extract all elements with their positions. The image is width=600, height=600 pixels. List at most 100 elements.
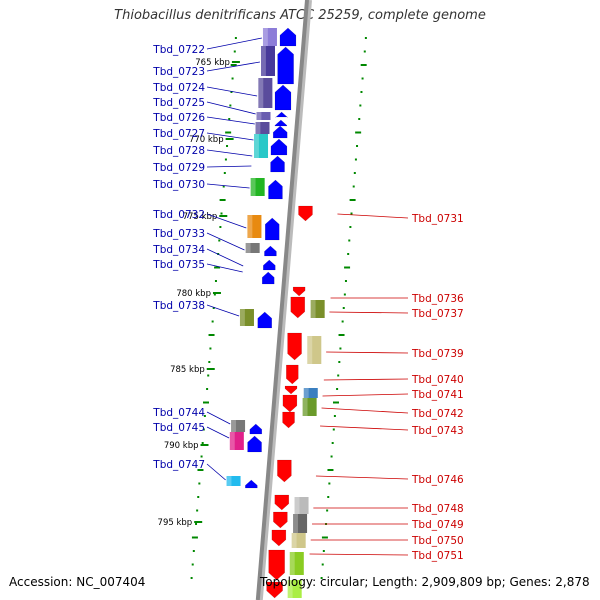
forward-gene-arrow [263,259,276,271]
reverse-label-leader [315,475,409,480]
reverse-gene-block-shade [294,497,300,514]
forward-label-leader [206,411,231,425]
forward-gene-arrow [277,46,294,85]
forward-gene-block-shade [231,420,236,432]
scale-label: 770 kbp [189,135,224,145]
reverse-gene-label[interactable]: Tbd_0749 [411,519,464,531]
forward-gene-block [255,122,270,134]
forward-gene-block-shade [262,28,268,46]
scale-label: 790 kbp [164,441,199,451]
forward-gene-label[interactable]: Tbd_0735 [152,259,205,271]
forward-label-leader [206,61,260,72]
reverse-gene-block [302,398,317,416]
forward-label-leader [206,213,247,229]
forward-gene-label[interactable]: Tbd_0729 [152,162,205,174]
forward-label-leader [206,37,262,50]
reverse-gene-block [310,300,325,318]
reverse-gene-block [307,336,322,364]
forward-label-leader [206,86,258,97]
scale-label: 780 kbp [176,289,211,299]
forward-gene-block [250,178,265,196]
reverse-gene-block-shade [302,398,308,416]
forward-gene-block [262,28,277,46]
forward-gene-label[interactable]: Tbd_0726 [152,112,205,124]
forward-label-leader [206,116,255,125]
reverse-gene-label[interactable]: Tbd_0736 [411,293,464,305]
forward-gene-block-shade [239,309,245,326]
reverse-gene-block [291,533,306,548]
reverse-gene-label[interactable]: Tbd_0748 [411,503,464,515]
reverse-label-leader [321,407,409,414]
reverse-gene-label[interactable]: Tbd_0739 [411,348,464,360]
forward-gene-label[interactable]: Tbd_0745 [152,422,205,434]
reverse-gene-arrow [292,286,306,297]
forward-gene-label[interactable]: Tbd_0727 [152,128,205,140]
reverse-gene-label[interactable]: Tbd_0740 [411,374,464,386]
forward-gene-block-shade [229,432,235,450]
forward-gene-label[interactable]: Tbd_0733 [152,228,205,240]
forward-gene-label[interactable]: Tbd_0730 [152,179,205,191]
reverse-label-leader [329,311,409,314]
forward-gene-arrow [270,155,285,173]
forward-label-leader [206,232,245,251]
forward-gene-label[interactable]: Tbd_0723 [152,66,205,78]
reverse-gene-label[interactable]: Tbd_0750 [411,535,464,547]
reverse-gene-block-shade [303,388,309,398]
forward-gene-label[interactable]: Tbd_0738 [152,300,205,312]
forward-gene-label[interactable]: Tbd_0732 [152,209,205,221]
reverse-gene-label[interactable]: Tbd_0751 [411,550,464,562]
reverse-gene-block [293,514,308,533]
forward-label-leader [206,149,253,157]
accession-label: Accession: NC_007404 [9,575,146,589]
reverse-gene-label[interactable]: Tbd_0746 [411,474,464,486]
reverse-gene-label[interactable]: Tbd_0737 [411,308,464,320]
forward-gene-block-shade [250,178,256,196]
forward-gene-block [247,215,262,238]
forward-gene-block-shade [247,215,253,238]
reverse-gene-block [303,388,318,398]
forward-gene-arrow [249,423,263,435]
forward-gene-label[interactable]: Tbd_0744 [152,407,205,419]
forward-gene-arrow [245,479,258,489]
forward-gene-arrow [261,271,275,285]
reverse-gene-label[interactable]: Tbd_0742 [411,408,464,420]
forward-gene-label[interactable]: Tbd_0734 [152,244,205,256]
forward-gene-arrow [264,217,280,241]
genome-summary: Topology: circular; Length: 2,909,809 bp… [260,575,590,589]
reverse-gene-block-shade [287,580,293,598]
reverse-gene-arrow [287,332,302,361]
forward-gene-block-shade [226,476,232,486]
forward-gene-label[interactable]: Tbd_0728 [152,145,205,157]
forward-gene-arrow [275,111,288,118]
reverse-gene-label[interactable]: Tbd_0741 [411,389,464,401]
forward-gene-block [229,432,244,450]
forward-gene-label[interactable]: Tbd_0747 [152,459,205,471]
forward-gene-label[interactable]: Tbd_0725 [152,97,205,109]
forward-gene-label[interactable]: Tbd_0724 [152,82,205,94]
forward-gene-label[interactable]: Tbd_0722 [152,44,205,56]
forward-label-leader [206,426,230,439]
forward-gene-arrow [274,84,292,111]
reverse-gene-arrow [266,581,283,599]
forward-gene-block-shade [254,134,259,158]
forward-gene-arrow [247,435,262,453]
scale-label: 785 kbp [170,365,205,375]
forward-gene-block [258,78,273,108]
forward-gene-arrow [270,138,288,156]
forward-label-leader [206,101,256,115]
reverse-gene-label[interactable]: Tbd_0743 [411,425,464,437]
forward-gene-arrow [274,119,288,127]
forward-label-leader [206,165,252,168]
reverse-gene-arrow [298,205,313,222]
reverse-gene-arrow [271,529,287,547]
reverse-label-leader [320,425,409,431]
forward-label-leader [206,183,250,189]
forward-label-leader [206,132,254,141]
scale-label: 795 kbp [158,518,193,528]
reverse-gene-block-shade [310,300,316,318]
backbone-line [255,0,309,600]
reverse-label-leader [326,351,409,354]
reverse-label-leader [337,213,409,219]
reverse-gene-label[interactable]: Tbd_0731 [411,213,464,225]
forward-label-leader [206,304,240,317]
